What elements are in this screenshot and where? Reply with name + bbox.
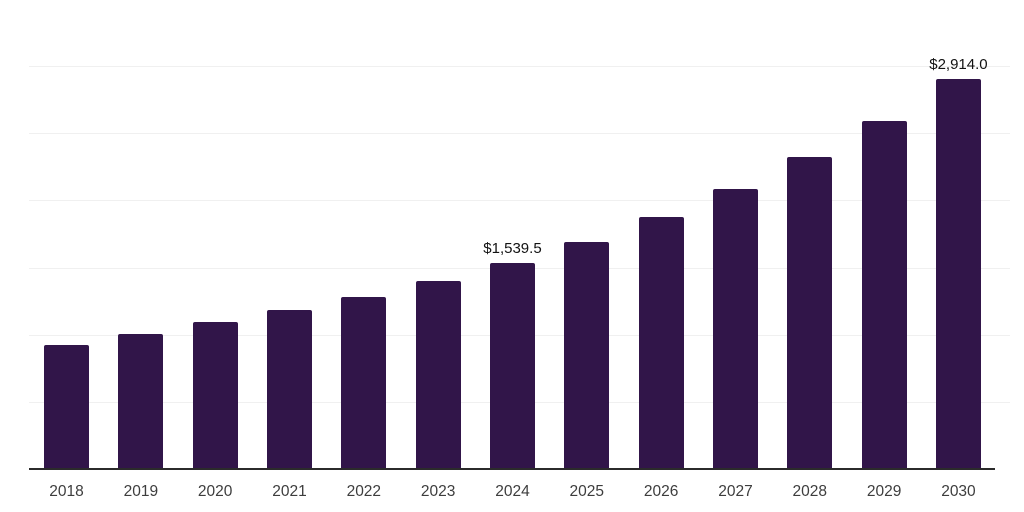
x-tick-label: 2026 bbox=[643, 483, 679, 500]
bar bbox=[787, 157, 833, 470]
bar bbox=[266, 309, 312, 470]
bar bbox=[861, 120, 907, 470]
x-tick-label: 2025 bbox=[569, 483, 605, 500]
chart-column: 2027 bbox=[712, 0, 758, 500]
data-label: $2,914.0 bbox=[929, 55, 988, 73]
chart-column: $1,539.5 2024 bbox=[483, 0, 541, 500]
chart-column: $2,914.0 2030 bbox=[929, 0, 987, 500]
bar bbox=[564, 241, 610, 470]
chart-column: 2023 bbox=[415, 0, 461, 500]
x-tick-label: 2020 bbox=[197, 483, 233, 500]
chart-column: 2025 bbox=[564, 0, 610, 500]
bar bbox=[712, 188, 758, 470]
chart-column: 2028 bbox=[787, 0, 833, 500]
x-tick-label: 2027 bbox=[718, 483, 753, 500]
chart-column: 2021 bbox=[266, 0, 312, 500]
chart-column: 2018 bbox=[44, 0, 89, 500]
x-tick-label: 2018 bbox=[49, 483, 84, 500]
bar bbox=[415, 280, 461, 470]
x-tick-label: 2030 bbox=[941, 483, 976, 500]
chart-column: 2019 bbox=[118, 0, 164, 500]
x-axis-line bbox=[29, 468, 995, 470]
chart-column: 2020 bbox=[192, 0, 238, 500]
bar bbox=[44, 345, 89, 470]
bar bbox=[341, 297, 387, 470]
bars-container: 2018 2019 2020 2021 2022 2023 $1,539.5 2024 2025… bbox=[30, 0, 995, 500]
chart-column: 2029 bbox=[861, 0, 907, 500]
bar bbox=[638, 216, 684, 470]
x-tick-label: 2029 bbox=[866, 483, 902, 500]
bar bbox=[118, 333, 164, 470]
x-tick-label: 2024 bbox=[495, 483, 530, 500]
bar bbox=[935, 78, 981, 470]
chart-column: 2026 bbox=[638, 0, 684, 500]
bar bbox=[489, 263, 535, 470]
x-tick-label: 2022 bbox=[346, 483, 382, 500]
x-tick-label: 2021 bbox=[272, 483, 307, 500]
x-tick-label: 2028 bbox=[792, 483, 828, 500]
data-label: $1,539.5 bbox=[483, 240, 542, 258]
bar bbox=[192, 322, 238, 470]
x-tick-label: 2019 bbox=[123, 483, 159, 500]
x-tick-label: 2023 bbox=[420, 483, 456, 500]
chart-column: 2022 bbox=[341, 0, 387, 500]
